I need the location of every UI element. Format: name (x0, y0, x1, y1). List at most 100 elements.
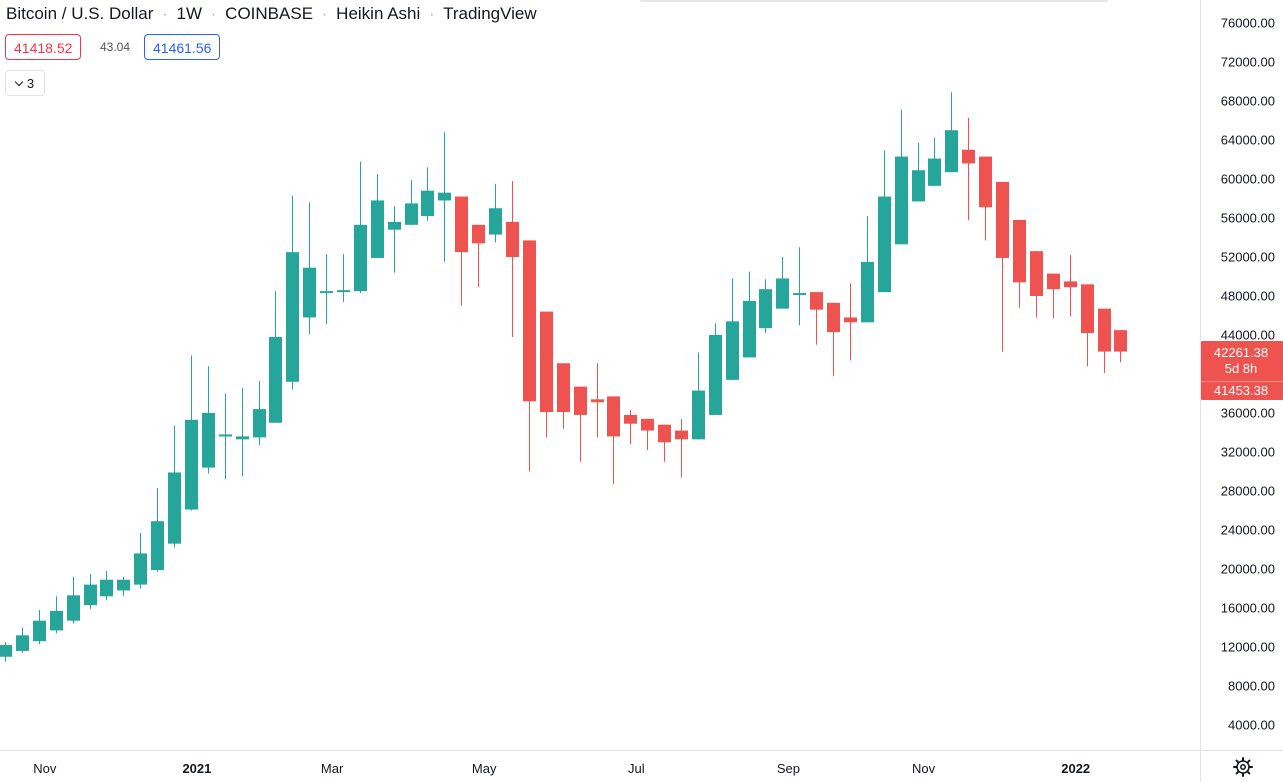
candle-body (557, 363, 570, 413)
sep-2: · (211, 4, 217, 23)
bar-countdown: 5d 8h (1225, 361, 1258, 376)
price-tick-label: 24000.00 (1221, 523, 1275, 538)
candle (996, 181, 1009, 352)
candle-body (1081, 284, 1094, 334)
candle (337, 254, 350, 302)
candle (202, 366, 215, 474)
interval: 1W (177, 4, 203, 23)
time-tick-label: Jul (628, 761, 645, 776)
candle-body (743, 300, 756, 358)
candle-body (151, 521, 164, 570)
candle (658, 424, 671, 462)
time-axis[interactable]: Nov 2021 Mar May Jul Sep Nov 2022 (33, 761, 1090, 776)
candle (810, 292, 823, 345)
candle (1114, 330, 1127, 363)
symbol-title[interactable]: Bitcoin / U.S. Dollar · 1W · COINBASE · … (6, 4, 537, 23)
candle (523, 240, 536, 472)
candle-body (810, 292, 823, 310)
price-tick-label: 60000.00 (1221, 172, 1275, 187)
candle-body (726, 321, 739, 380)
chevron-down-icon (14, 77, 24, 86)
candle-body (861, 261, 874, 323)
candle-body (286, 252, 299, 382)
candle-body (658, 424, 671, 443)
candle-body (269, 336, 282, 423)
candle-body (624, 414, 637, 424)
price-tick-label: 72000.00 (1221, 55, 1275, 70)
candle (844, 283, 857, 361)
candle (557, 363, 570, 429)
candle (67, 576, 80, 624)
candle-body (540, 311, 553, 413)
candle-body (337, 290, 350, 293)
sell-price-button[interactable]: 41418.52 (5, 34, 82, 60)
candle-body (388, 221, 401, 230)
candle (16, 627, 29, 653)
settings-gear-icon[interactable] (1233, 757, 1253, 777)
candle (303, 202, 316, 335)
candle-body (438, 192, 451, 201)
candle-body (472, 224, 485, 244)
candle-body (354, 224, 367, 292)
candle-body (506, 221, 519, 257)
candle-body (1114, 330, 1127, 352)
candle (743, 271, 756, 358)
candle (117, 576, 130, 597)
candle-body (134, 553, 147, 585)
candle-body (793, 293, 806, 296)
price-tick-label: 36000.00 (1221, 406, 1275, 421)
candle (472, 224, 485, 288)
candle (388, 206, 401, 273)
candle-body (16, 635, 29, 651)
candle-body (844, 317, 857, 323)
candle-body (996, 181, 1009, 258)
candle (1081, 284, 1094, 367)
candle (253, 380, 266, 446)
candle-body (962, 149, 975, 164)
candle-body (607, 396, 620, 437)
candle (84, 573, 97, 609)
candle (134, 532, 147, 589)
candle (168, 425, 181, 548)
candle (692, 352, 705, 440)
candle-body (523, 240, 536, 402)
candle (1098, 308, 1111, 374)
candle (624, 410, 637, 445)
time-tick-label: Nov (912, 761, 936, 776)
candle-body (895, 156, 908, 245)
candle-body (303, 267, 316, 318)
price-tick-label: 20000.00 (1221, 562, 1275, 577)
candle-body (1098, 308, 1111, 352)
time-tick-label: Mar (321, 761, 344, 776)
candle-body (320, 291, 333, 294)
candle (421, 167, 434, 221)
candle-body (574, 386, 587, 415)
candle (793, 247, 806, 326)
candle (945, 92, 958, 173)
candle-body (776, 278, 789, 309)
price-tick-label: 76000.00 (1221, 16, 1275, 31)
candle-body (692, 390, 705, 440)
price-tick-label: 32000.00 (1221, 445, 1275, 460)
buy-price-button[interactable]: 41461.56 (144, 34, 221, 60)
price-tick-label: 56000.00 (1221, 211, 1275, 226)
time-tick-label: Nov (33, 761, 57, 776)
candle (540, 311, 553, 438)
candle (895, 109, 908, 245)
candle-body (945, 130, 958, 173)
price-tick-label: 52000.00 (1221, 250, 1275, 265)
exchange: COINBASE (225, 4, 313, 23)
indicators-toggle-button[interactable]: 3 (5, 70, 45, 96)
candle (1047, 273, 1060, 319)
candle-body (202, 413, 215, 468)
time-tick-label: Sep (777, 761, 800, 776)
candle (607, 396, 620, 485)
candle (320, 254, 333, 325)
candle (878, 150, 891, 293)
candle (861, 216, 874, 323)
candle (591, 363, 604, 438)
candle-body (236, 436, 249, 440)
candle (1030, 251, 1043, 318)
